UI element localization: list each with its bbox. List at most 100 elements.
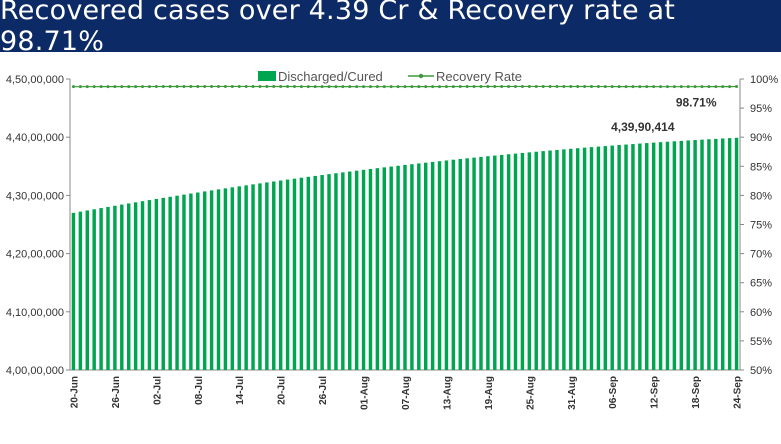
- line-point: [258, 85, 261, 88]
- bar: [355, 171, 358, 370]
- bar: [127, 203, 130, 370]
- bar: [479, 157, 482, 370]
- bar: [624, 145, 627, 370]
- bar: [148, 200, 151, 370]
- line-point: [424, 85, 427, 88]
- line-point: [293, 85, 296, 88]
- line-point: [542, 85, 545, 88]
- line-point: [321, 85, 324, 88]
- chart-area: Discharged/Cured Recovery Rate 4,00,00,0…: [0, 56, 781, 439]
- bar: [521, 153, 524, 370]
- line-point: [79, 85, 82, 88]
- y-left-tick-label: 4,50,00,000: [6, 74, 64, 86]
- line-point: [728, 85, 731, 88]
- bar: [493, 156, 496, 370]
- bar: [389, 167, 392, 370]
- x-tick-label: 02-Jul: [152, 376, 163, 405]
- bar: [175, 196, 178, 370]
- line-point: [590, 85, 593, 88]
- bar: [113, 206, 116, 370]
- bar: [417, 163, 420, 370]
- y-right-tick-label: 50%: [750, 365, 772, 377]
- line-point: [466, 85, 469, 88]
- line-point: [141, 85, 144, 88]
- line-point: [694, 85, 697, 88]
- line-point: [562, 85, 565, 88]
- line-point: [452, 85, 455, 88]
- bar: [217, 189, 220, 370]
- bar: [168, 197, 171, 370]
- bar: [617, 145, 620, 370]
- bar: [486, 156, 489, 370]
- line-point: [231, 85, 234, 88]
- bar: [106, 207, 109, 370]
- x-tick-label: 07-Aug: [401, 376, 412, 410]
- bar: [92, 209, 95, 370]
- line-point: [486, 85, 489, 88]
- line-point: [493, 85, 496, 88]
- bar: [86, 210, 89, 370]
- x-tick-label: 24-Sep: [733, 376, 744, 409]
- y-left-tick-label: 4,10,00,000: [6, 307, 64, 319]
- line-point: [659, 85, 662, 88]
- legend-swatch-bars: [258, 71, 276, 81]
- line-point: [479, 85, 482, 88]
- bar: [583, 148, 586, 370]
- rate-end-value-label: 98.71%: [676, 96, 717, 110]
- line-point: [611, 85, 614, 88]
- bar: [327, 174, 330, 370]
- line-point: [328, 85, 331, 88]
- line-point: [106, 85, 109, 88]
- bar: [313, 176, 316, 370]
- bar: [721, 138, 724, 370]
- y-left-tick-label: 4,00,00,000: [6, 365, 64, 377]
- bar: [79, 212, 82, 370]
- bar: [362, 170, 365, 370]
- line-point: [631, 85, 634, 88]
- y-right-tick-label: 100%: [750, 74, 778, 86]
- bar: [604, 146, 607, 370]
- x-tick-label: 26-Jun: [111, 376, 122, 408]
- line-point: [265, 85, 268, 88]
- legend-label-line: Recovery Rate: [436, 69, 522, 84]
- line-point: [514, 85, 517, 88]
- line-point: [687, 85, 690, 88]
- bar: [279, 181, 282, 370]
- bar: [251, 184, 254, 370]
- bar: [99, 208, 102, 370]
- line-point: [272, 85, 275, 88]
- line-point: [252, 85, 255, 88]
- x-tick-label: 14-Jul: [235, 376, 246, 405]
- line-point: [680, 85, 683, 88]
- bar: [514, 154, 517, 370]
- bar: [258, 183, 261, 370]
- line-point: [652, 85, 655, 88]
- line-point: [196, 85, 199, 88]
- line-point: [569, 85, 572, 88]
- line-point: [410, 85, 413, 88]
- x-tick-label: 01-Aug: [360, 376, 371, 410]
- line-point: [604, 85, 607, 88]
- y-right-tick-label: 70%: [750, 249, 772, 261]
- line-point: [535, 85, 538, 88]
- line-point: [714, 85, 717, 88]
- line-point: [182, 85, 185, 88]
- line-point: [169, 85, 172, 88]
- bar: [396, 166, 399, 370]
- x-tick-label: 20-Jul: [277, 376, 288, 405]
- line-point: [555, 85, 558, 88]
- x-tick-label: 25-Aug: [525, 376, 536, 410]
- bar: [141, 201, 144, 370]
- bar: [590, 147, 593, 370]
- y-right-tick-label: 95%: [750, 103, 772, 115]
- x-tick-label: 08-Jul: [194, 376, 205, 405]
- y-right-tick-label: 75%: [750, 220, 772, 232]
- line-point: [721, 85, 724, 88]
- bar: [465, 158, 468, 370]
- bar: [631, 144, 634, 370]
- bar: [203, 191, 206, 370]
- x-tick-label: 26-Jul: [318, 376, 329, 405]
- bar: [182, 195, 185, 370]
- x-tick-label: 19-Aug: [484, 376, 495, 410]
